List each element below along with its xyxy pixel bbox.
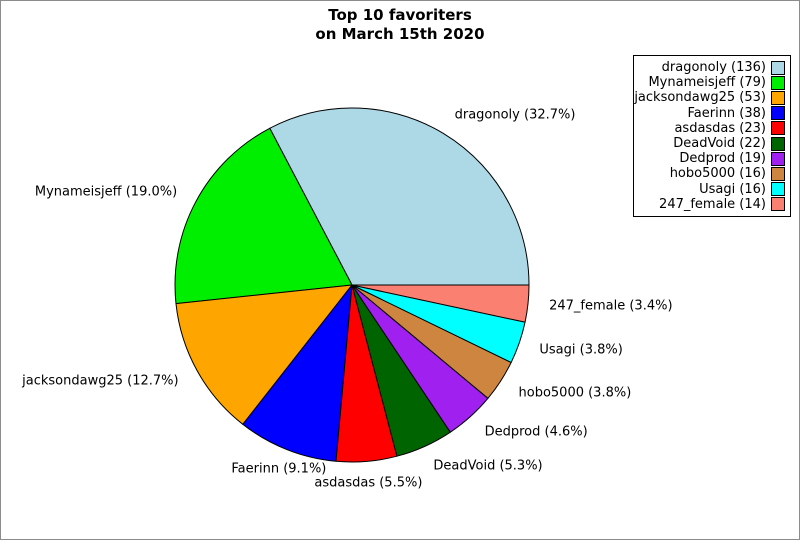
legend-label: hobo5000 (16): [669, 166, 766, 182]
legend-item-Mynameisjeff: Mynameisjeff (79): [640, 75, 785, 90]
legend-color-swatch: [771, 60, 785, 75]
chart-title-line2: on March 15th 2020: [315, 25, 485, 43]
legend-color-swatch: [771, 197, 785, 212]
pie-label-jacksondawg25: jacksondawg25 (12.7%): [22, 373, 179, 389]
legend-item-jacksondawg25: jacksondawg25 (53): [634, 90, 785, 105]
legend-color-swatch: [771, 151, 785, 166]
legend-label: Usagi (16): [699, 181, 766, 197]
legend-color-swatch: [771, 75, 785, 90]
legend-label: 247_female (14): [659, 196, 766, 212]
legend-color-swatch: [771, 106, 785, 121]
pie-label-dragonoly: dragonoly (32.7%): [454, 107, 576, 123]
pie-slice-Faerinn: [242, 284, 353, 462]
pie-slice-dragonoly: [269, 107, 530, 286]
pie-slice-Mynameisjeff: [174, 127, 353, 305]
legend-label: asdasdas (23): [674, 120, 766, 136]
pie-label-Mynameisjeff: Mynameisjeff (19.0%): [34, 184, 178, 200]
legend-label: DeadVoid (22): [673, 136, 766, 152]
pie-label-247_female: 247_female (3.4%): [549, 298, 673, 314]
legend-item-asdasdas: asdasdas (23): [640, 121, 785, 136]
legend-item-hobo5000: hobo5000 (16): [640, 166, 785, 181]
legend-item-Dedprod: Dedprod (19): [640, 151, 785, 166]
legend-item-Usagi: Usagi (16): [640, 182, 785, 197]
legend-color-swatch: [771, 182, 785, 197]
legend-label: Faerinn (38): [687, 105, 766, 121]
pie-slice-jacksondawg25: [175, 284, 353, 425]
legend-item-Faerinn: Faerinn (38): [640, 106, 785, 121]
legend-item-DeadVoid: DeadVoid (22): [640, 136, 785, 151]
pie-label-Faerinn: Faerinn (9.1%): [231, 461, 327, 477]
chart-title-line1: Top 10 favoriters: [328, 6, 472, 24]
legend-label: dragonoly (136): [661, 60, 766, 76]
legend-item-247_female: 247_female (14): [640, 197, 785, 212]
chart-title: Top 10 favoriters on March 15th 2020: [1, 6, 799, 44]
legend: dragonoly (136) Mynameisjeff (79) jacksond…: [633, 55, 791, 217]
legend-label: jacksondawg25 (53): [634, 90, 766, 106]
pie-label-asdasdas: asdasdas (5.5%): [314, 475, 423, 491]
pie-label-Usagi: Usagi (3.8%): [539, 342, 623, 358]
pie-label-hobo5000: hobo5000 (3.8%): [518, 385, 632, 401]
legend-color-swatch: [771, 90, 785, 105]
legend-color-swatch: [771, 136, 785, 151]
legend-label: Dedprod (19): [679, 151, 766, 167]
legend-item-dragonoly: dragonoly (136): [640, 60, 785, 75]
pie-slice-247_female: [351, 284, 530, 323]
legend-label: Mynameisjeff (79): [648, 75, 766, 91]
pie-label-Dedprod: Dedprod (4.6%): [484, 424, 588, 440]
legend-color-swatch: [771, 121, 785, 136]
legend-color-swatch: [771, 166, 785, 181]
pie-label-DeadVoid: DeadVoid (5.3%): [433, 458, 543, 474]
